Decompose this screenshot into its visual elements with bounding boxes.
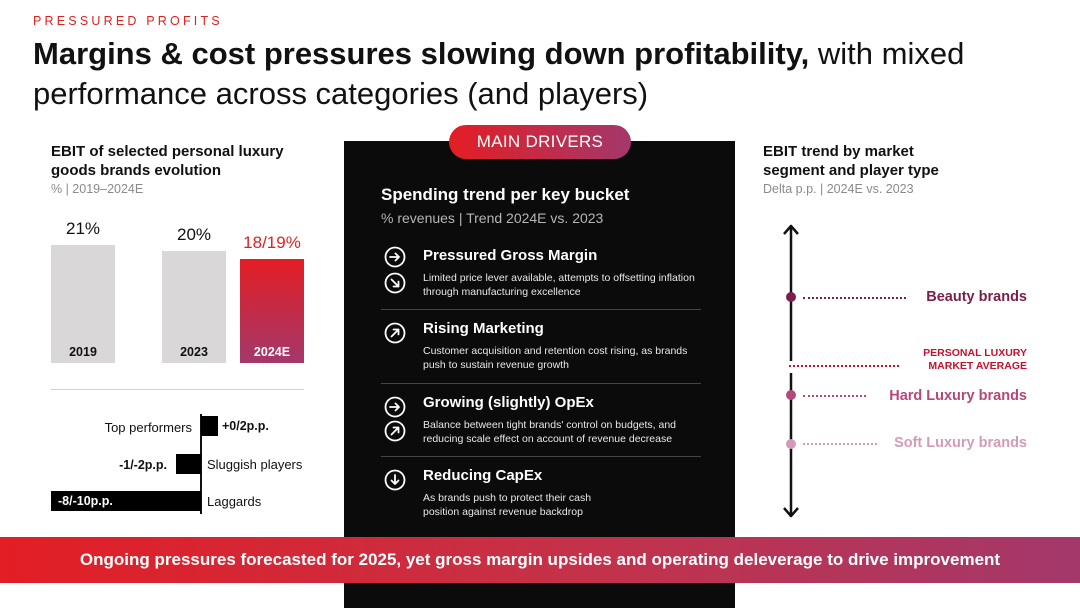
driver-desc-capex: As brands push to protect their cash pos… (423, 492, 592, 518)
driver-separator (381, 309, 701, 310)
driver-title-capex: Reducing CapEx (423, 467, 543, 484)
segment-label-market-average: PERSONAL LUXURY MARKET AVERAGE (923, 347, 1027, 372)
bar-label-2023: 2023 (180, 345, 208, 359)
driver-title-opex: Growing (slightly) OpEx (423, 394, 594, 411)
kicker-label: PRESSURED PROFITS (33, 14, 223, 28)
label-sluggish-players: Sluggish players (207, 457, 303, 472)
drivers-panel (344, 141, 735, 608)
hbar-top-performers (201, 416, 218, 436)
bar-value-2019: 21% (65, 219, 101, 238)
segment-dot-beauty (786, 292, 796, 302)
segment-dot-hard-luxury (786, 390, 796, 400)
bar-2019 (51, 245, 115, 363)
ebit-bar-chart: 21% 20% 18/19% 2019 2023 2024E (0, 200, 340, 370)
segment-label-soft-luxury: Soft Luxury brands (894, 435, 1027, 451)
driver-title-marketing: Rising Marketing (423, 320, 544, 337)
value-top-performers: +0/2p.p. (222, 419, 269, 433)
axis-gap (780, 361, 800, 373)
arrow-up-right-icon (384, 322, 406, 344)
page-title-rest: with mixed performance across categories… (33, 36, 965, 111)
segment-label-hard-luxury: Hard Luxury brands (889, 388, 1027, 404)
zero-axis (200, 414, 202, 514)
left-section-subtitle: % | 2019–2024E (51, 182, 144, 196)
segment-dot-soft-luxury (786, 439, 796, 449)
bar-value-2023: 20% (176, 224, 212, 244)
right-section-title: EBIT trend by market segment and player … (763, 143, 939, 179)
arrow-up-right-icon (384, 420, 406, 442)
hbar-sluggish-players (176, 454, 201, 474)
right-section-subtitle: Delta p.p. | 2024E vs. 2023 (763, 182, 914, 196)
hbar-laggards (51, 491, 201, 511)
conclusion-banner (0, 537, 1080, 583)
driver-separator (381, 456, 701, 457)
driver-desc-gross-margin: Limited price lever available, attempts … (423, 272, 695, 298)
segment-line-hard-luxury (803, 395, 866, 397)
arrow-down-right-icon (384, 272, 406, 294)
main-drivers-pill: MAIN DRIVERS (449, 125, 631, 159)
segment-line-soft-luxury (803, 443, 877, 445)
drivers-title: Spending trend per key bucket (381, 185, 630, 204)
value-sluggish-players: -1/-2p.p. (119, 458, 167, 472)
segment-line-market-average (789, 365, 899, 367)
arrow-right-icon (384, 396, 406, 418)
driver-desc-opex: Balance between tight brands' control on… (423, 419, 677, 445)
page-title: Margins & cost pressures slowing down pr… (33, 34, 1043, 114)
performers-chart: Top performers +0/2p.p. -1/-2p.p. Sluggi… (0, 405, 340, 515)
driver-title-gross-margin: Pressured Gross Margin (423, 247, 598, 264)
bar-label-2024e: 2024E (253, 345, 291, 359)
page-title-bold: Margins & cost pressures slowing down pr… (33, 36, 810, 71)
driver-separator (381, 383, 701, 384)
arrow-right-icon (384, 246, 406, 268)
left-section-title: EBIT of selected personal luxury goods b… (51, 143, 284, 179)
segment-label-beauty: Beauty brands (926, 289, 1027, 305)
segment-line-beauty (803, 297, 906, 299)
chart-divider (51, 389, 304, 390)
bar-2024e (240, 259, 304, 363)
bar-value-2024e: 18/19% (243, 233, 301, 253)
arrow-down-icon (384, 469, 406, 491)
driver-desc-marketing: Customer acquisition and retention cost … (423, 345, 688, 371)
drivers-subtitle: % revenues | Trend 2024E vs. 2023 (381, 210, 604, 226)
bar-label-2019: 2019 (69, 345, 97, 359)
bar-2023 (162, 250, 226, 363)
conclusion-banner-text: Ongoing pressures forecasted for 2025, y… (79, 550, 1001, 569)
label-laggards: Laggards (207, 494, 262, 509)
label-top-performers: Top performers (104, 420, 192, 435)
value-laggards: -8/-10p.p. (58, 494, 113, 508)
